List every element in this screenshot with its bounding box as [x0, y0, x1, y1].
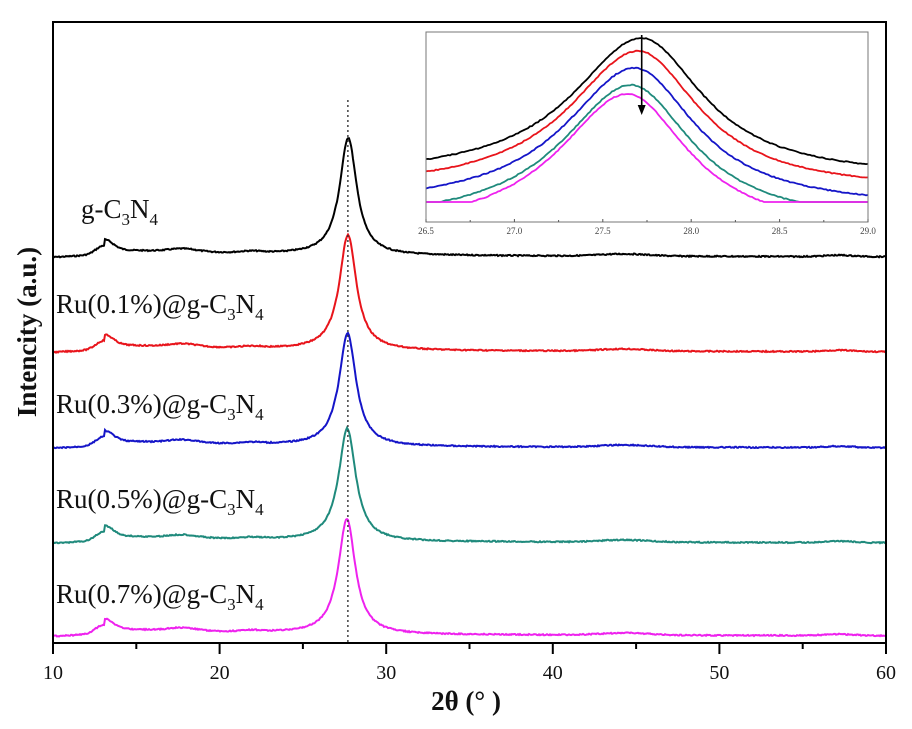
series-group — [52, 137, 887, 638]
inset-tick-label: 28.5 — [772, 226, 788, 236]
series-labels: g-C3N4 Ru(0.1%)@g-C3N4 Ru(0.3%)@g-C3N4 R… — [56, 194, 264, 614]
series-line — [52, 232, 887, 354]
series-label-ru-0-7: Ru(0.7%)@g-C3N4 — [56, 579, 264, 614]
inset-series-group — [425, 37, 869, 203]
series-label-ru-0-3: Ru(0.3%)@g-C3N4 — [56, 389, 264, 424]
x-axis-ticks: 10 20 30 40 50 60 — [43, 643, 896, 684]
x-axis-title: 2θ (° ) — [431, 686, 501, 716]
inset-series-line — [425, 66, 869, 197]
x-tick-label: 30 — [376, 662, 396, 684]
inset-x-axis-ticks: 26.5 27.0 27.5 28.0 28.5 29.0 — [418, 219, 876, 236]
x-tick-label: 20 — [210, 662, 230, 684]
inset-series-line — [425, 49, 869, 179]
inset-tick-label: 27.5 — [595, 226, 611, 236]
x-tick-label: 60 — [876, 662, 896, 684]
x-tick-label: 40 — [543, 662, 563, 684]
inset-tick-label: 27.0 — [507, 226, 523, 236]
x-tick-label: 50 — [709, 662, 729, 684]
inset-series-line — [426, 83, 868, 203]
series-line — [52, 331, 887, 450]
series-label-ru-0-5: Ru(0.5%)@g-C3N4 — [56, 484, 264, 519]
inset-tick-label: 28.0 — [683, 226, 699, 236]
series-line — [53, 137, 887, 259]
inset-chart: 26.5 27.0 27.5 28.0 28.5 29.0 — [418, 31, 876, 236]
inset-tick-label: 26.5 — [418, 226, 434, 236]
inset-series-line — [426, 93, 868, 203]
y-axis-title: Intencity (a.u.) — [12, 247, 42, 417]
series-line — [52, 517, 886, 638]
series-label-g-c3n4: g-C3N4 — [81, 194, 159, 229]
inset-tick-label: 29.0 — [860, 226, 876, 236]
series-label-ru-0-1: Ru(0.1%)@g-C3N4 — [56, 289, 264, 324]
series-line — [52, 425, 887, 545]
arrow-head-icon — [637, 105, 646, 115]
inset-series-line — [425, 37, 869, 166]
x-tick-label: 10 — [43, 662, 63, 684]
